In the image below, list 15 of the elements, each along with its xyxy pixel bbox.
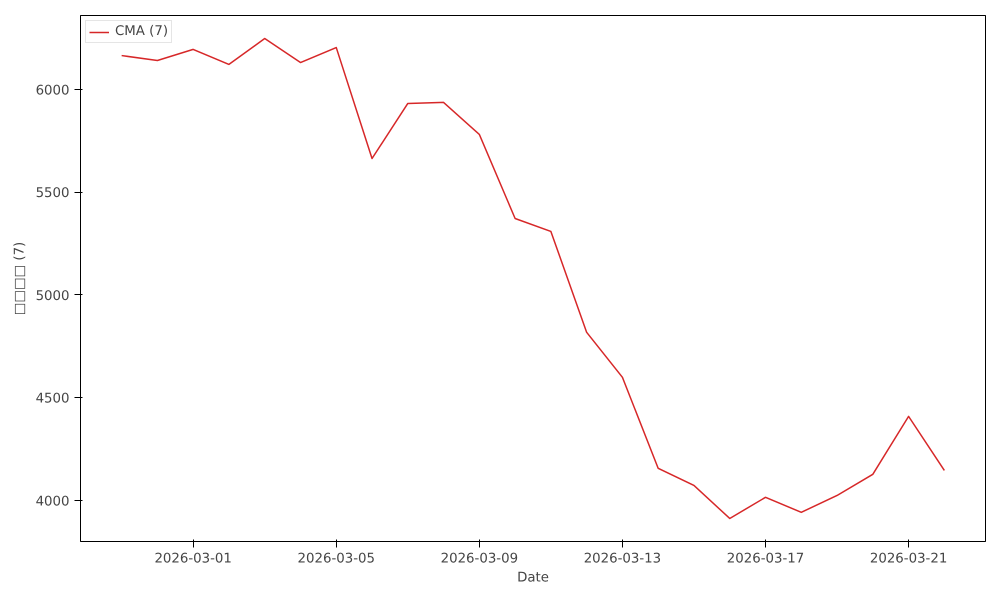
x-tick-label: 2026-03-09 — [440, 552, 518, 566]
y-tick-label: 4000 — [36, 494, 70, 510]
x-tick-label: 2026-03-05 — [298, 552, 375, 566]
y-tick-label: 4500 — [36, 392, 70, 407]
x-tick-label: 2026-03-01 — [154, 552, 232, 566]
line-series — [120, 38, 946, 520]
y-tick-label: 6000 — [36, 83, 70, 98]
x-tick-label: 2026-03-17 — [726, 552, 804, 566]
legend-label: CMA (7) — [115, 24, 168, 39]
x-tick-label: 2026-03-21 — [870, 552, 948, 566]
y-tick-label: 5500 — [36, 186, 70, 202]
x-axis-title: Date — [517, 570, 549, 586]
x-tick-label: 2026-03-13 — [584, 552, 662, 566]
y-tick-label: 5000 — [36, 288, 70, 304]
y-axis-title: □□□□ (7) — [12, 242, 28, 316]
